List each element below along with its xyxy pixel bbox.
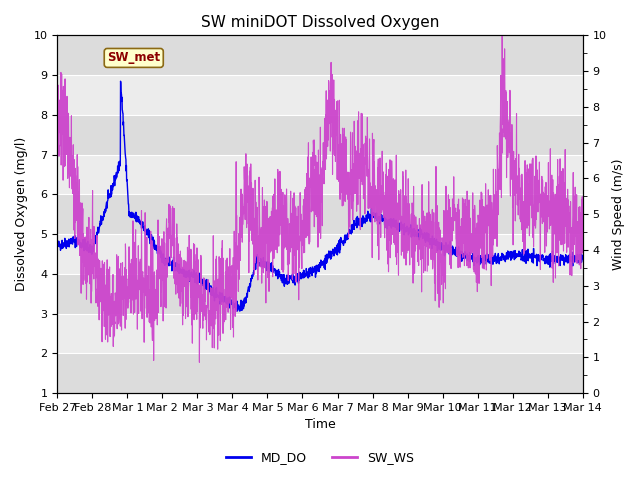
Y-axis label: Wind Speed (m/s): Wind Speed (m/s) [612, 158, 625, 270]
Legend: MD_DO, SW_WS: MD_DO, SW_WS [221, 446, 419, 469]
Bar [57, 234, 583, 274]
Bar [57, 115, 583, 155]
Bar [57, 274, 583, 313]
X-axis label: Time: Time [305, 419, 335, 432]
Bar [57, 75, 583, 115]
Text: SW_met: SW_met [107, 51, 161, 64]
Bar [57, 353, 583, 393]
Bar [57, 36, 583, 75]
Bar [57, 194, 583, 234]
Bar [57, 155, 583, 194]
Bar [57, 313, 583, 353]
Title: SW miniDOT Dissolved Oxygen: SW miniDOT Dissolved Oxygen [201, 15, 439, 30]
Y-axis label: Dissolved Oxygen (mg/l): Dissolved Oxygen (mg/l) [15, 137, 28, 291]
